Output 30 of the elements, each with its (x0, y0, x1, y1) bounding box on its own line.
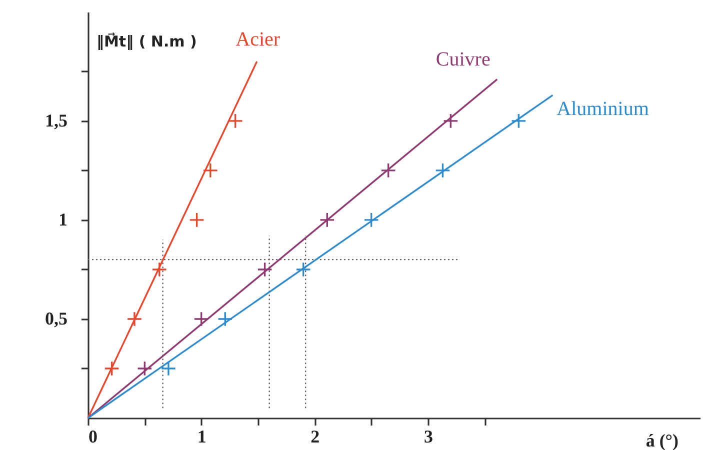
series-label: Cuivre (436, 48, 490, 70)
x-axis-title: á (°) (646, 430, 679, 450)
x-tick-label: 0 (88, 426, 98, 446)
point (136, 360, 152, 376)
point (160, 360, 176, 376)
x-tick-label: 3 (424, 426, 433, 446)
y-tick-label: 1,5 (45, 110, 68, 130)
point (296, 262, 312, 278)
x-tick-label: 2 (310, 426, 320, 446)
point (319, 212, 335, 228)
point (152, 262, 168, 278)
x-tick-label: 1 (197, 426, 206, 446)
point (364, 212, 380, 228)
point (126, 311, 142, 327)
series-label: Aluminium (556, 98, 650, 120)
point (510, 113, 526, 129)
point (257, 262, 273, 278)
point (228, 113, 244, 129)
y-axis-title: ‖M⃗t‖ ( N.m ) (96, 32, 197, 50)
point (194, 311, 210, 327)
point (217, 311, 233, 327)
point (202, 162, 218, 178)
y-tick-label: 0,5 (45, 308, 68, 328)
point (104, 360, 120, 376)
point (380, 162, 396, 178)
point (434, 162, 450, 178)
point (442, 113, 458, 129)
point (189, 212, 205, 228)
y-tick-label: 1 (58, 209, 68, 230)
series-label: Acier (236, 28, 280, 51)
